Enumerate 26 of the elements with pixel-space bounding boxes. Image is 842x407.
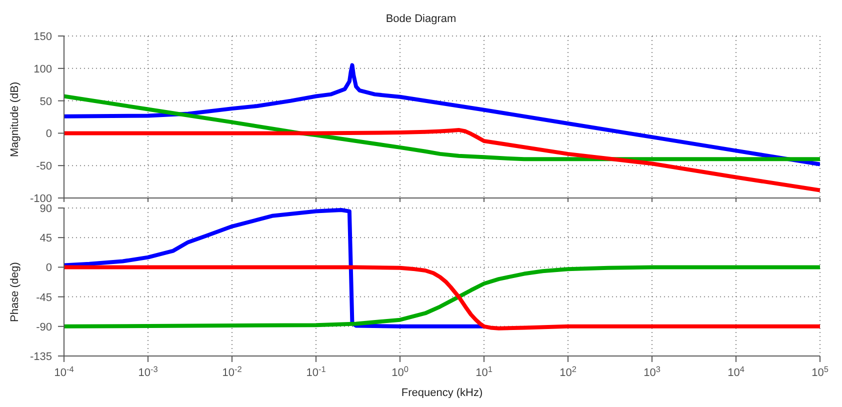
chart-title: Bode Diagram xyxy=(384,12,458,27)
y-tick-label: 45 xyxy=(40,232,52,245)
x-tick-label: 10$^{-2}$ xyxy=(222,364,242,379)
y-tick-label: 0 xyxy=(46,128,52,140)
y-tick-label: -50 xyxy=(36,160,52,173)
y-tick-label: 100 xyxy=(34,63,52,76)
y-tick-label: 0 xyxy=(46,262,52,274)
x-tick-label: 10$^{-3}$ xyxy=(138,364,158,379)
x-tick-label: 10$^{3}$ xyxy=(644,364,661,379)
y-tick-label: 150 xyxy=(34,31,52,43)
y-tick-label: -135 xyxy=(30,351,52,363)
y-tick-label: -100 xyxy=(30,193,52,205)
x-tick-label: 10$^{0}$ xyxy=(392,364,409,379)
y-axis-title: Phase (deg) xyxy=(8,262,21,322)
y-tick-label: -45 xyxy=(36,292,52,304)
x-tick-label: 10$^{1}$ xyxy=(476,364,493,379)
x-tick-label: 10$^{2}$ xyxy=(560,364,577,379)
x-tick-label: 10$^{4}$ xyxy=(728,364,745,379)
y-axis-title: Magnitude (dB) xyxy=(8,82,21,157)
x-axis-title: Frequency (kHz) xyxy=(401,387,483,399)
y-tick-label: -90 xyxy=(36,321,52,334)
x-tick-label: 10$^{-1}$ xyxy=(306,364,326,379)
y-tick-label: 50 xyxy=(40,96,52,108)
x-tick-label: 10$^{5}$ xyxy=(812,364,829,379)
x-tick-label: 10$^{-4}$ xyxy=(54,364,74,379)
y-tick-label: 90 xyxy=(40,203,52,215)
